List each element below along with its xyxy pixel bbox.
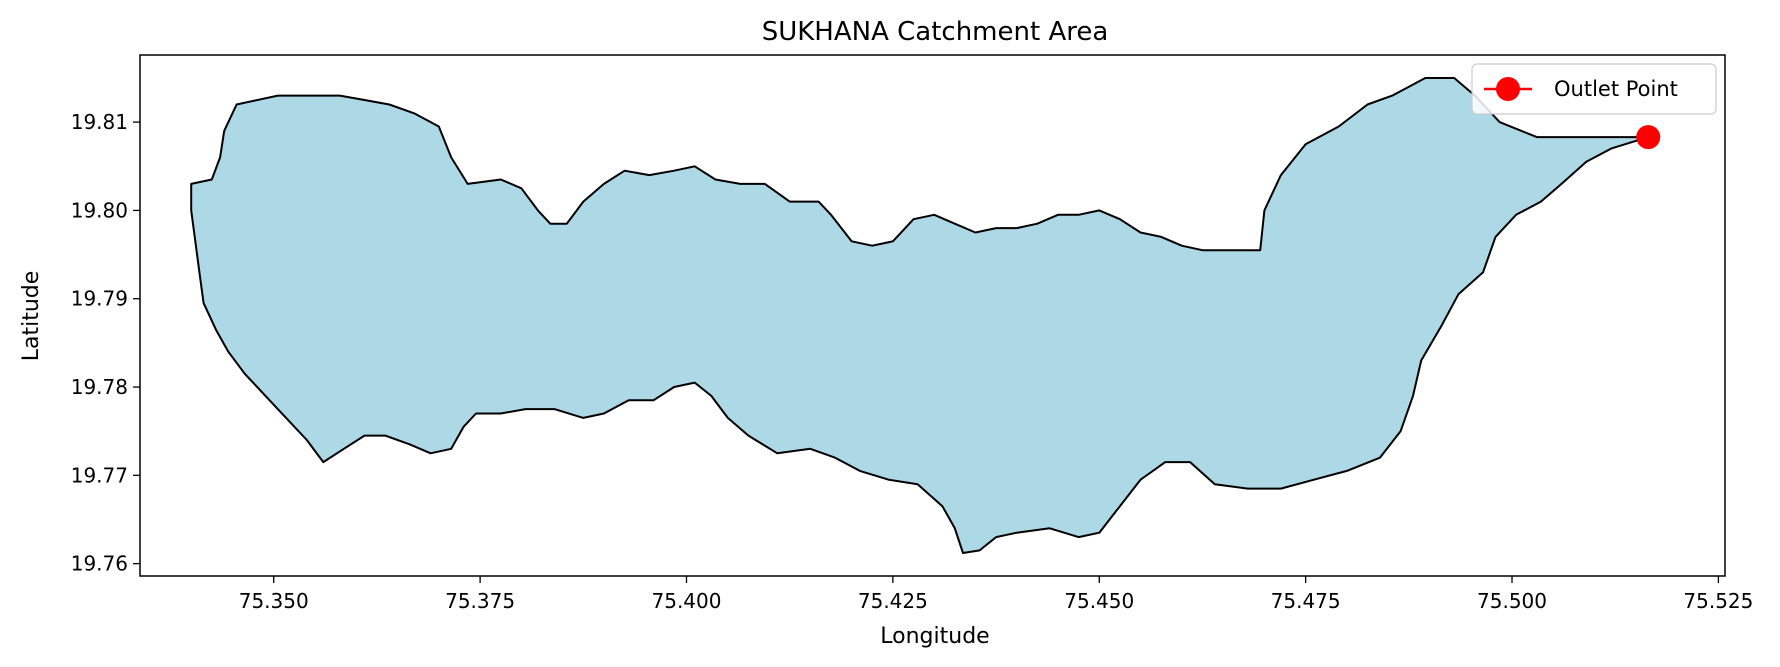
y-axis-label: Latitude: [19, 271, 44, 362]
legend-box: [1471, 63, 1717, 115]
catchment-polygon: [190, 77, 1650, 554]
y-axis-ticks: 19.76 19.77 19.78 19.79 19.80 19.81: [71, 110, 140, 576]
y-tick-label: 19.78: [71, 375, 128, 399]
y-tick-label: 19.81: [71, 110, 128, 134]
x-tick-label: 75.475: [1271, 589, 1341, 613]
x-tick-label: 75.350: [239, 589, 309, 613]
legend-marker: [1496, 77, 1520, 101]
x-tick-label: 75.525: [1683, 589, 1753, 613]
x-axis-ticks: 75.350 75.375 75.400 75.425 75.450 75.475 75.5…: [239, 576, 1753, 613]
x-axis-label: Longitude: [880, 624, 989, 649]
x-tick-label: 75.450: [1064, 589, 1134, 613]
chart-title: SUKHANA Catchment Area: [762, 17, 1109, 47]
outlet-point-marker: [1636, 125, 1661, 150]
x-tick-label: 75.500: [1477, 589, 1547, 613]
x-tick-label: 75.375: [445, 589, 515, 613]
y-tick-label: 19.76: [71, 552, 128, 576]
y-tick-label: 19.77: [71, 463, 128, 487]
y-tick-label: 19.80: [71, 198, 128, 222]
x-tick-label: 75.400: [652, 589, 722, 613]
legend: Outlet Point: [1471, 63, 1717, 115]
x-tick-label: 75.425: [858, 589, 928, 613]
legend-label: Outlet Point: [1554, 77, 1678, 101]
plot-frame: [139, 54, 1726, 577]
y-tick-label: 19.79: [71, 287, 128, 311]
